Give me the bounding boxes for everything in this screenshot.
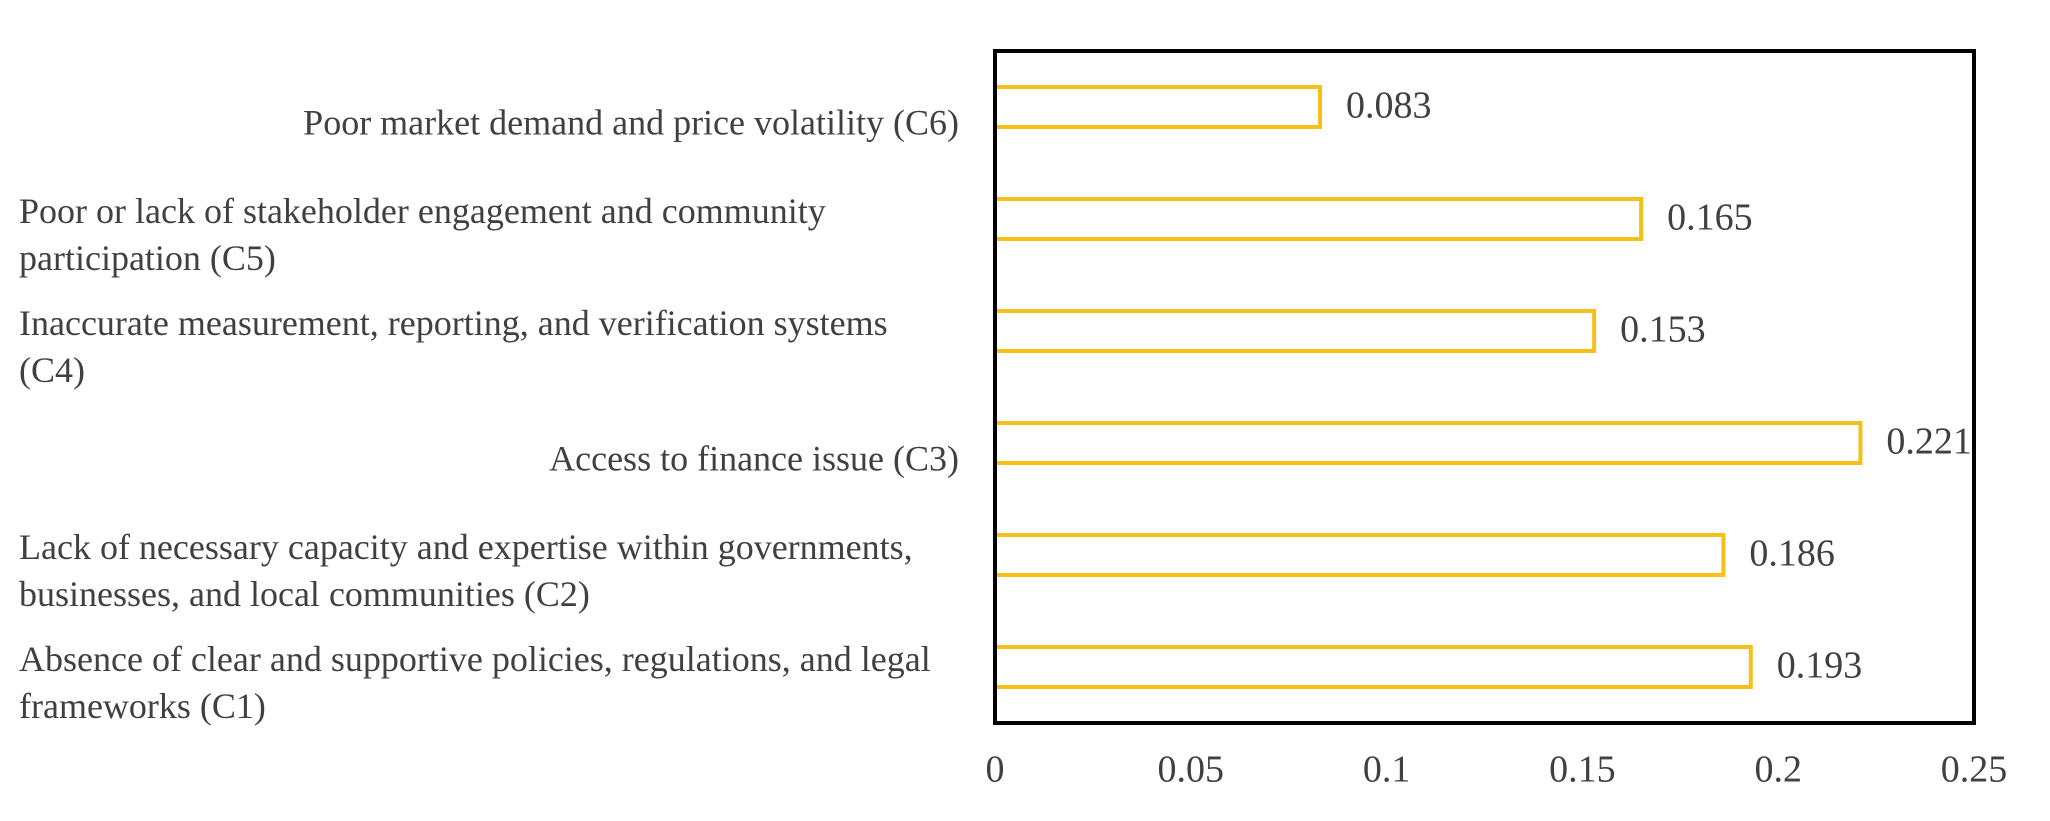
x-tick-label: 0.05 bbox=[1158, 749, 1225, 791]
x-tick-label: 0.25 bbox=[1941, 749, 2008, 791]
x-tick-label: 0.1 bbox=[1363, 749, 1411, 791]
y-tick-label: Inaccurate measurement, reporting, and v… bbox=[19, 303, 888, 390]
bar bbox=[993, 533, 1726, 577]
y-tick-label: Access to finance issue (C3) bbox=[549, 438, 959, 479]
data-label: 0.186 bbox=[1749, 533, 1835, 575]
data-label: 0.221 bbox=[1886, 421, 1972, 463]
y-tick-label: Poor or lack of stakeholder engagement a… bbox=[19, 191, 826, 278]
y-tick-label: Lack of necessary capacity and expertise… bbox=[19, 527, 913, 614]
bar bbox=[993, 309, 1597, 353]
x-tick-label: 0 bbox=[986, 749, 1005, 791]
x-tick-label: 0.15 bbox=[1549, 749, 1616, 791]
bar bbox=[993, 85, 1323, 129]
data-label: 0.083 bbox=[1346, 85, 1432, 127]
data-label: 0.193 bbox=[1777, 645, 1863, 687]
bar bbox=[993, 197, 1644, 241]
x-tick-label: 0.2 bbox=[1754, 749, 1802, 791]
bar bbox=[993, 645, 1753, 689]
plot-frame bbox=[993, 49, 1976, 725]
y-tick-label: Poor market demand and price volatility … bbox=[303, 102, 959, 143]
y-tick-label: Absence of clear and supportive policies… bbox=[19, 639, 931, 726]
data-label: 0.165 bbox=[1667, 197, 1753, 239]
data-label: 0.153 bbox=[1620, 309, 1706, 351]
bar bbox=[993, 421, 1863, 465]
